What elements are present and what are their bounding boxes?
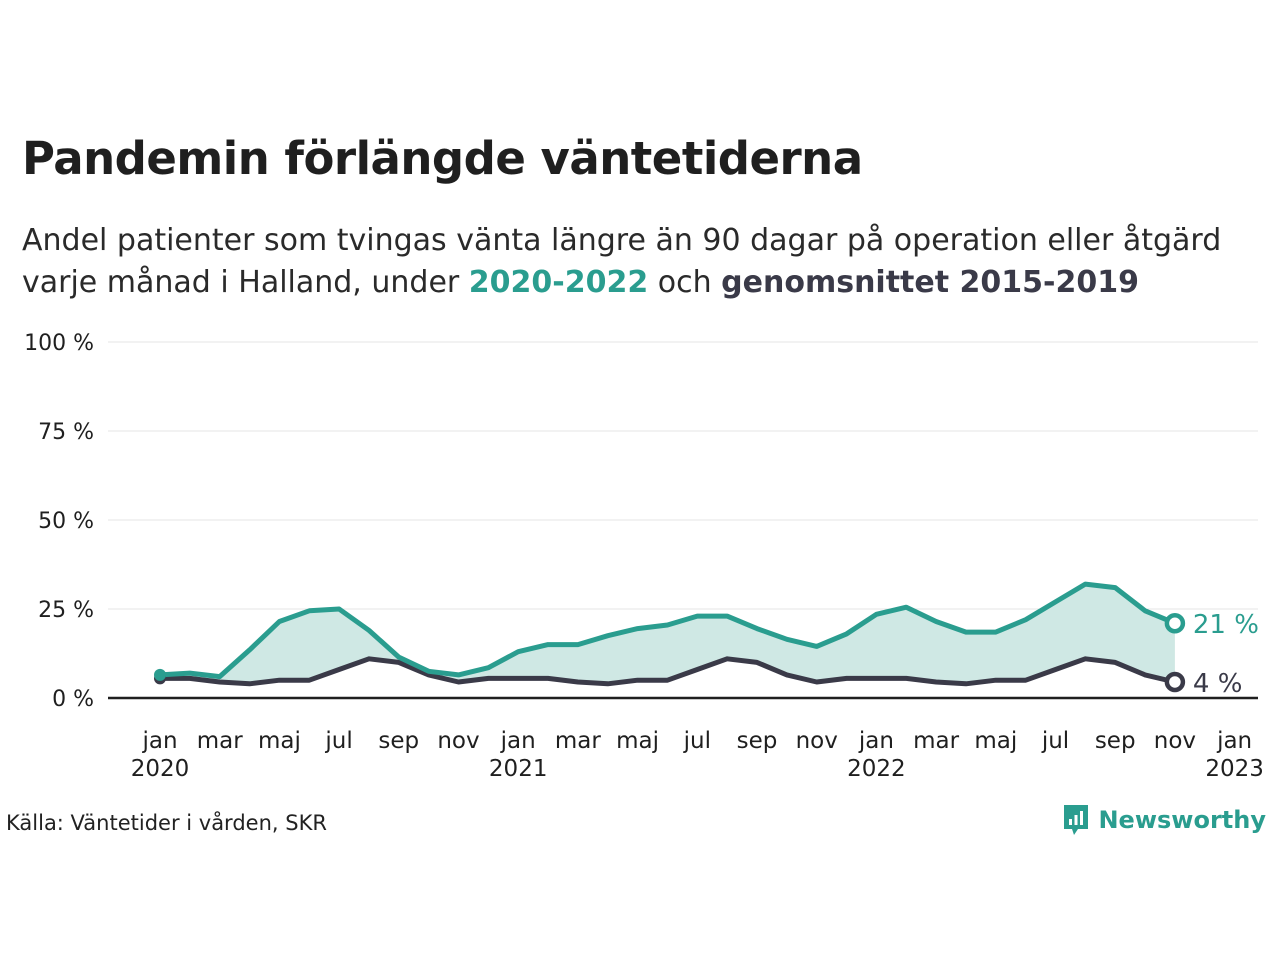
series-markers — [154, 612, 1186, 693]
end-point-current — [1164, 612, 1186, 634]
x-tick-label: mar — [555, 728, 601, 754]
y-tick-label: 100 % — [24, 331, 94, 356]
end-label-average: 4 % — [1193, 669, 1243, 699]
subtitle-highlight-current: 2020-2022 — [468, 265, 649, 300]
y-tick-label: 0 % — [52, 687, 94, 712]
y-axis-tick-labels: 0 % 25 % 50 % 75 % 100 % — [24, 331, 94, 712]
x-tick-label: jul — [324, 728, 352, 754]
subtitle-highlight-average: genomsnittet 2015-2019 — [721, 265, 1139, 300]
x-tick-label: sep — [378, 728, 419, 754]
subtitle-line-2-prefix: varje månad i Halland, under — [22, 265, 469, 300]
y-tick-label: 75 % — [38, 420, 94, 445]
gridlines — [108, 341, 1258, 610]
x-tick-label: sep — [737, 728, 778, 754]
chart-title: Pandemin förlängde väntetiderna — [22, 132, 863, 185]
x-tick-label: nov — [437, 728, 479, 754]
series-line-2020-2022 — [157, 581, 1178, 680]
subtitle-line-2-mid: och — [648, 265, 722, 300]
x-tick-label: jan — [858, 728, 894, 754]
end-label-current: 21 % — [1193, 610, 1259, 640]
x-tick-label: maj — [616, 728, 659, 754]
brand-logo: Newsworthy — [1062, 803, 1266, 837]
series-lines — [157, 581, 1178, 687]
source-note: Källa: Väntetider i vården, SKR — [6, 811, 327, 835]
x-tick-label: maj — [974, 728, 1017, 754]
x-tick-year-label: 2021 — [489, 756, 548, 782]
newsworthy-logo-icon — [1064, 805, 1089, 835]
x-tick-year-label: 2020 — [131, 756, 190, 782]
x-tick-label: mar — [913, 728, 959, 754]
y-tick-label: 50 % — [38, 509, 94, 534]
x-tick-year-label: 2022 — [847, 756, 906, 782]
end-point-average — [1164, 671, 1186, 693]
x-tick-label: jan — [141, 728, 177, 754]
x-tick-label: jul — [1041, 728, 1069, 754]
subtitle-line-1: Andel patienter som tvingas vänta längre… — [22, 223, 1222, 258]
difference-area-layer — [160, 584, 1175, 684]
x-tick-label: sep — [1095, 728, 1136, 754]
x-tick-label: nov — [796, 728, 838, 754]
x-tick-label: jan — [500, 728, 536, 754]
chart-subtitle: Andel patienter som tvingas vänta längre… — [22, 220, 1280, 304]
x-tick-year-label: 2023 — [1205, 756, 1264, 782]
x-tick-label: maj — [258, 728, 301, 754]
brand-name: Newsworthy — [1098, 806, 1266, 834]
start-point-current — [154, 668, 166, 681]
x-tick-label: nov — [1154, 728, 1196, 754]
series-line-average-2015-2019 — [157, 656, 1178, 687]
x-tick-label: jul — [683, 728, 711, 754]
difference-area — [160, 584, 1175, 684]
end-labels: 21 % 4 % — [1193, 610, 1259, 699]
y-tick-label: 25 % — [38, 598, 94, 623]
x-tick-label: mar — [197, 728, 243, 754]
x-tick-label: jan — [1216, 728, 1252, 754]
